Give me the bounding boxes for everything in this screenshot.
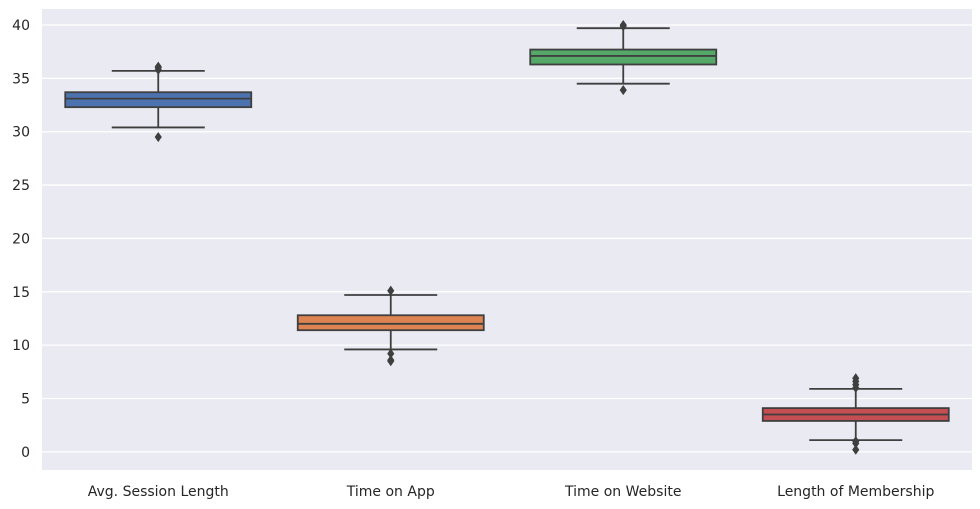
box-group: [64, 61, 253, 143]
y-tick-label: 15: [12, 285, 30, 301]
y-tick-label: 0: [21, 445, 30, 461]
grid-lines: [42, 24, 972, 453]
iqr-box: [296, 314, 485, 332]
outlier-point: [852, 444, 860, 455]
box-group: [296, 285, 485, 367]
y-tick-label: 10: [12, 338, 30, 354]
outlier-point: [387, 348, 395, 359]
y-tick-label: 30: [12, 125, 30, 141]
x-axis-tick-labels: Avg. Session Length Time on App Time on We…: [88, 484, 935, 500]
outlier-point: [852, 436, 860, 447]
outlier-point: [619, 85, 627, 96]
box-series: [64, 19, 950, 455]
plot-area: [42, 9, 972, 470]
y-tick-label: 25: [12, 178, 30, 194]
y-tick-label: 40: [12, 18, 30, 34]
outlier-point: [619, 19, 627, 31]
outlier-point: [154, 132, 162, 143]
outlier-point: [387, 285, 395, 296]
y-tick-label: 20: [12, 231, 30, 247]
box-group: [529, 19, 718, 96]
x-tick-label: Time on App: [346, 484, 435, 500]
y-tick-label: 5: [21, 392, 30, 408]
x-tick-label: Time on Website: [564, 484, 681, 500]
outlier-point: [154, 61, 162, 72]
y-axis-tick-labels: 0 5 10 15 20 25 30 35 40: [12, 18, 30, 461]
y-tick-label: 35: [12, 71, 30, 87]
x-tick-label: Length of Membership: [777, 484, 934, 500]
box-group: [761, 373, 950, 455]
iqr-box: [64, 91, 253, 109]
iqr-box: [529, 48, 718, 66]
outlier-point: [852, 373, 860, 384]
outlier-point: [387, 355, 395, 366]
x-tick-label: Avg. Session Length: [88, 484, 229, 500]
